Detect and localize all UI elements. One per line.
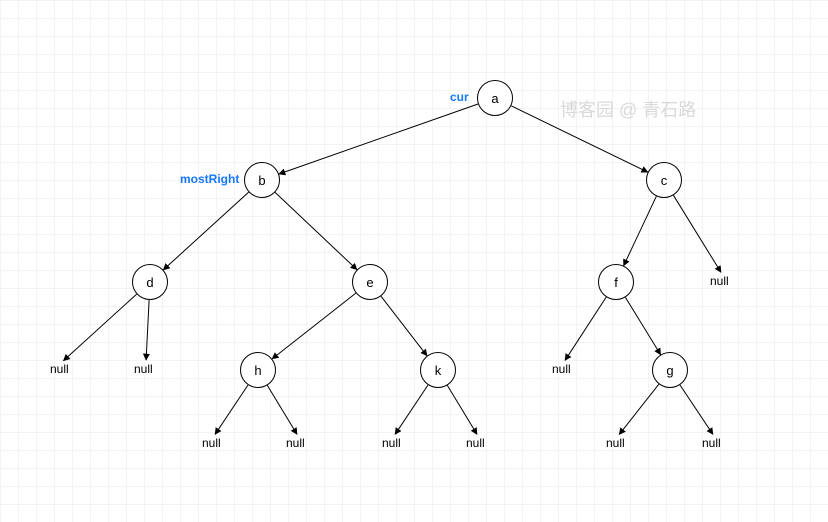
watermark: 博客园 @ 青石路 — [560, 96, 696, 122]
tree-node-h: h — [240, 352, 276, 388]
tree-edge — [163, 192, 248, 270]
diagram-canvas: { "canvas": { "width": 828, "height": 52… — [0, 0, 828, 522]
null-label: null — [382, 436, 401, 450]
null-label: null — [50, 362, 69, 376]
tree-edge — [624, 196, 657, 265]
tree-edge — [680, 385, 713, 434]
null-label: null — [702, 436, 721, 450]
null-label: null — [466, 436, 485, 450]
tree-node-g: g — [652, 352, 688, 388]
tree-node-b: b — [244, 162, 280, 198]
tree-edge — [267, 385, 297, 434]
tree-edge — [63, 294, 136, 361]
null-label: null — [710, 274, 729, 288]
null-label: null — [134, 362, 153, 376]
tree-node-f: f — [598, 264, 634, 300]
tree-edge — [447, 385, 477, 434]
tree-edge — [146, 300, 149, 360]
tree-node-c: c — [646, 162, 682, 198]
annotation-mostright: mostRight — [180, 172, 239, 186]
tree-edge — [395, 385, 428, 434]
null-label: null — [606, 436, 625, 450]
tree-node-a: a — [477, 80, 513, 116]
tree-edge — [619, 384, 659, 434]
tree-edge — [625, 297, 660, 354]
tree-node-e: e — [352, 264, 388, 300]
tree-edge — [275, 192, 357, 269]
tree-node-k: k — [420, 352, 456, 388]
null-label: null — [552, 362, 571, 376]
tree-node-d: d — [132, 264, 168, 300]
tree-edge — [673, 195, 720, 272]
tree-edge — [381, 296, 427, 356]
tree-edge — [215, 385, 248, 434]
tree-edge — [279, 104, 478, 174]
annotation-cur: cur — [450, 90, 469, 104]
tree-edge — [272, 293, 356, 359]
tree-edge — [565, 297, 606, 360]
null-label: null — [202, 436, 221, 450]
null-label: null — [286, 436, 305, 450]
